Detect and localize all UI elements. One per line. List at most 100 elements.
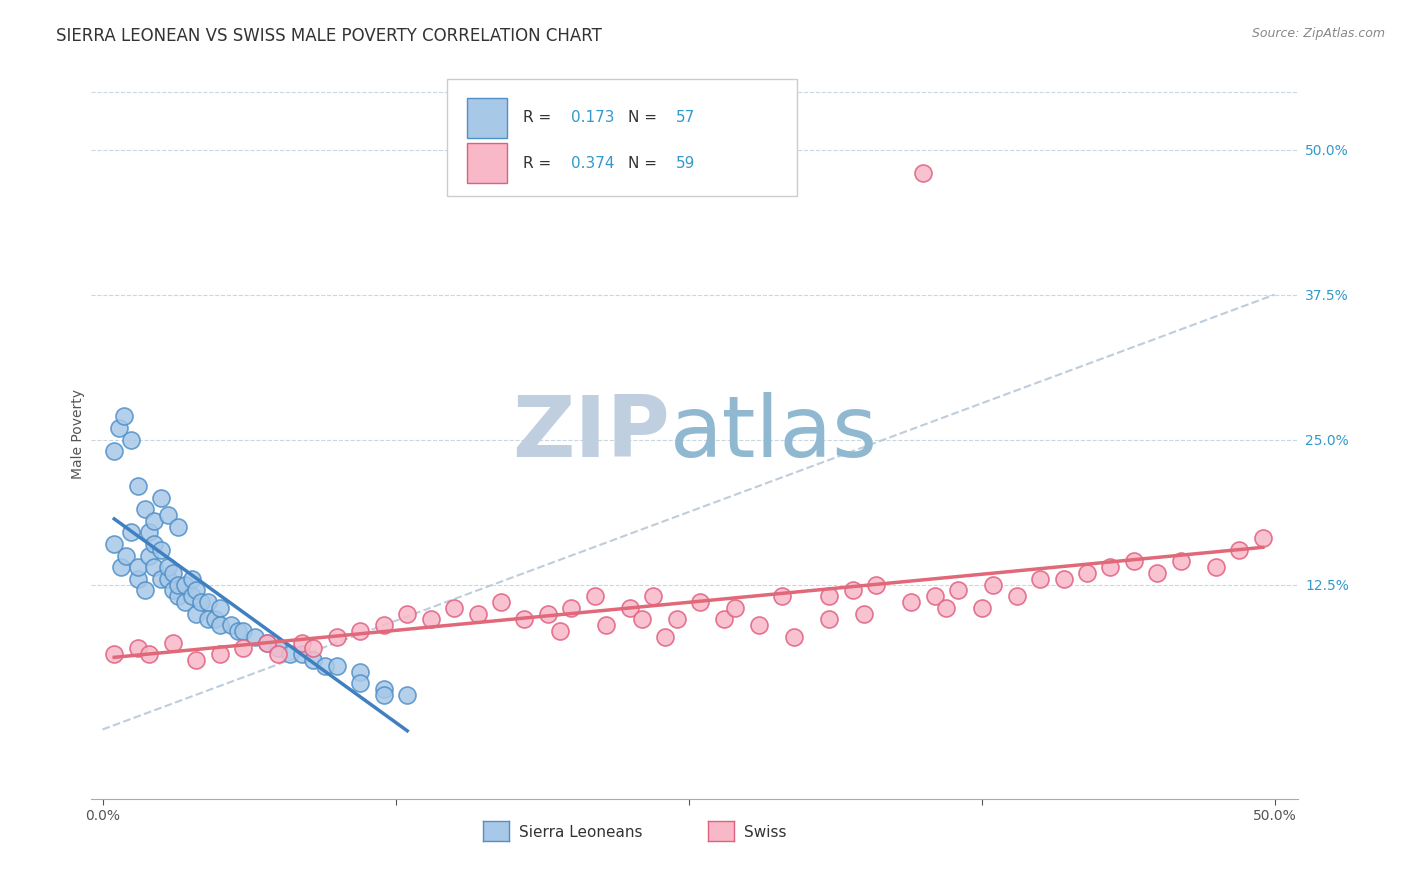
Point (138, 549, 160, 563)
Point (1076, 566, 1098, 580)
Point (103, 444, 125, 458)
Point (120, 525, 142, 540)
Point (108, 421, 131, 435)
Point (127, 479, 149, 493)
Point (583, 589, 606, 603)
Point (221, 618, 243, 632)
Point (630, 612, 652, 626)
Point (173, 577, 195, 591)
Point (314, 658, 336, 673)
Text: atlas: atlas (671, 392, 879, 475)
Point (689, 595, 711, 609)
Point (1251, 531, 1274, 545)
Point (127, 641, 149, 656)
Y-axis label: Male Poverty: Male Poverty (72, 389, 86, 479)
Text: SIERRA LEONEAN VS SWISS MALE POVERTY CORRELATION CHART: SIERRA LEONEAN VS SWISS MALE POVERTY COR… (56, 27, 602, 45)
Point (924, 589, 946, 603)
Point (1170, 554, 1192, 568)
Point (110, 560, 132, 574)
Point (981, 577, 1004, 591)
FancyBboxPatch shape (467, 143, 508, 183)
Point (302, 641, 325, 656)
Point (489, 595, 512, 609)
Point (143, 514, 166, 528)
Point (103, 537, 125, 551)
Point (143, 560, 166, 574)
Point (770, 589, 793, 603)
Point (173, 595, 195, 609)
Point (783, 630, 806, 644)
Point (190, 595, 212, 609)
Point (278, 647, 301, 661)
Point (935, 600, 957, 615)
Point (186, 607, 208, 621)
Point (103, 647, 125, 661)
Point (302, 653, 325, 667)
Point (186, 583, 208, 598)
Point (256, 635, 278, 649)
Text: 0.173: 0.173 (571, 110, 614, 125)
Point (256, 635, 278, 649)
Point (267, 647, 290, 661)
Point (204, 612, 226, 626)
Point (150, 542, 173, 557)
Point (1229, 542, 1251, 557)
Point (595, 618, 617, 632)
Point (349, 624, 371, 638)
Point (162, 566, 184, 580)
Point (180, 572, 202, 586)
Point (349, 676, 371, 690)
Text: N =: N = (628, 156, 662, 171)
Point (1146, 566, 1168, 580)
Point (818, 612, 841, 626)
Point (373, 681, 395, 696)
Point (243, 630, 266, 644)
Point (853, 607, 876, 621)
Point (946, 583, 969, 598)
Point (713, 612, 735, 626)
Point (654, 630, 676, 644)
Point (162, 635, 184, 649)
Point (1205, 560, 1227, 574)
Point (232, 624, 254, 638)
Text: Sierra Leoneans: Sierra Leoneans (519, 824, 643, 839)
Point (1052, 572, 1074, 586)
Point (841, 583, 863, 598)
FancyBboxPatch shape (467, 98, 508, 138)
Point (349, 665, 371, 679)
Point (166, 577, 188, 591)
Point (665, 612, 688, 626)
FancyBboxPatch shape (447, 79, 797, 196)
Point (373, 688, 395, 702)
Text: Swiss: Swiss (744, 824, 786, 839)
Point (166, 589, 188, 603)
Point (157, 560, 180, 574)
Point (291, 635, 314, 649)
Point (115, 549, 138, 563)
Point (232, 641, 254, 656)
Point (180, 589, 202, 603)
Point (548, 624, 571, 638)
Point (537, 607, 560, 621)
Point (157, 572, 180, 586)
Point (134, 502, 156, 516)
Point (162, 583, 184, 598)
Point (208, 600, 231, 615)
Point (120, 433, 142, 447)
Point (818, 589, 841, 603)
Point (467, 607, 489, 621)
Point (970, 600, 993, 615)
Point (326, 630, 349, 644)
Point (208, 618, 231, 632)
Point (560, 600, 582, 615)
Point (1099, 560, 1122, 574)
Point (166, 519, 188, 533)
Point (911, 166, 934, 180)
Point (513, 612, 536, 626)
Point (138, 647, 160, 661)
Point (1005, 589, 1028, 603)
Point (619, 600, 641, 615)
Point (197, 612, 219, 626)
Text: Source: ZipAtlas.com: Source: ZipAtlas.com (1251, 27, 1385, 40)
Point (643, 589, 665, 603)
